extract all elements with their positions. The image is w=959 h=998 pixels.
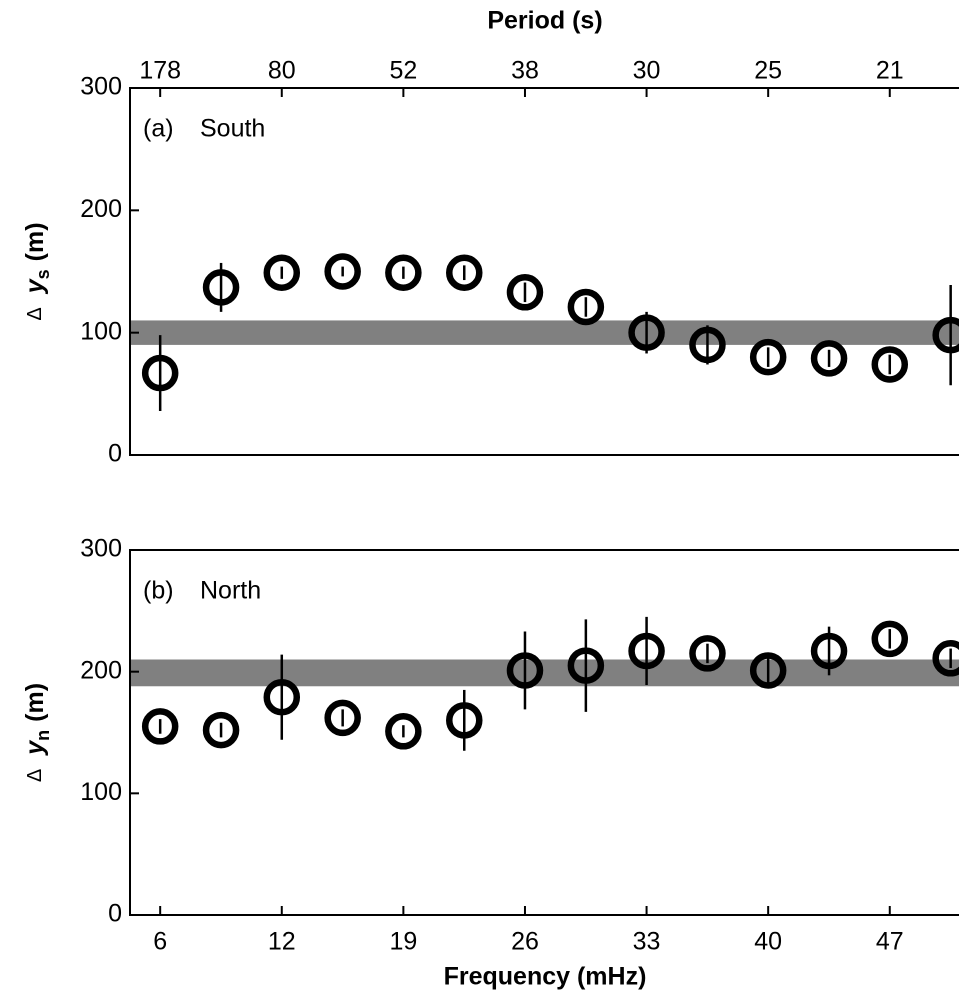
data-point <box>263 678 301 716</box>
panel-label: (a) <box>143 115 174 143</box>
data-point <box>141 708 179 745</box>
y-tick-label: 100 <box>80 317 122 345</box>
x2-tick-label: 30 <box>633 57 661 85</box>
reference-band <box>130 320 959 345</box>
y-label-symbol: Δ <box>24 307 46 320</box>
x2-axis-title: Period (s) <box>487 7 602 35</box>
y-tick-label: 0 <box>108 440 122 468</box>
data-point <box>689 326 726 364</box>
x2-tick-label: 80 <box>268 57 296 85</box>
y-label-unit: (m) <box>21 222 49 261</box>
y-tick-label: 300 <box>80 73 122 101</box>
data-point <box>871 346 909 383</box>
panel-name: North <box>200 577 261 605</box>
data-point <box>446 254 483 291</box>
y-label-unit: (m) <box>21 683 49 722</box>
data-point <box>324 699 361 737</box>
data-point <box>324 253 361 290</box>
data-point <box>263 254 301 291</box>
x2-tick-label: 25 <box>754 57 782 85</box>
data-point <box>385 713 422 750</box>
x-tick-label: 12 <box>268 928 296 956</box>
y-axis-title: Δys (m) <box>21 222 53 320</box>
x-tick-label: 6 <box>153 928 167 956</box>
data-point <box>689 635 726 672</box>
y-label-var: y <box>21 740 49 757</box>
data-point <box>567 288 605 326</box>
x2-tick-label: 21 <box>876 57 904 85</box>
y-tick-label: 0 <box>108 900 122 928</box>
data-point <box>810 632 848 670</box>
x-tick-label: 19 <box>389 928 417 956</box>
y-tick-label: 200 <box>80 656 122 684</box>
data-point <box>628 632 665 670</box>
x-tick-label: 40 <box>754 928 782 956</box>
x2-tick-label: 52 <box>389 57 417 85</box>
y-tick-label: 200 <box>80 195 122 223</box>
data-point <box>202 269 240 306</box>
y-tick-label: 300 <box>80 535 122 563</box>
panel-name: South <box>200 115 265 143</box>
y-label-symbol: Δ <box>24 769 46 782</box>
data-point <box>567 647 605 684</box>
data-point <box>871 620 909 658</box>
data-point <box>628 314 665 351</box>
data-point <box>506 274 544 311</box>
axis-frame <box>129 87 959 456</box>
panel-label: (b) <box>143 577 174 605</box>
x-tick-label: 26 <box>511 928 539 956</box>
data-point <box>446 702 483 739</box>
data-point <box>932 316 959 354</box>
data-point <box>202 711 240 749</box>
axis-frame <box>129 549 959 916</box>
data-point <box>506 652 544 689</box>
data-point <box>749 652 787 689</box>
y-tick-label: 100 <box>80 778 122 806</box>
y-label-sub: n <box>33 730 53 741</box>
data-point <box>141 354 179 392</box>
data-point <box>749 338 787 376</box>
x-tick-label: 47 <box>876 928 904 956</box>
x-axis-title: Frequency (mHz) <box>444 963 647 991</box>
data-point <box>932 640 959 677</box>
x2-tick-label: 178 <box>139 57 181 85</box>
x2-tick-label: 38 <box>511 57 539 85</box>
y-axis-title: Δyn (m) <box>21 683 53 782</box>
data-point <box>810 340 848 377</box>
data-point <box>385 254 422 291</box>
y-label-var: y <box>21 278 49 295</box>
x-tick-label: 33 <box>633 928 661 956</box>
y-label-sub: s <box>33 269 53 279</box>
